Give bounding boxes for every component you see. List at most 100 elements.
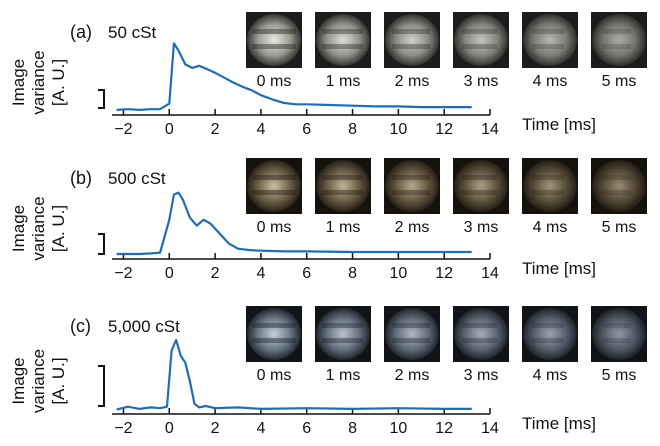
video-frame-smudge [602, 190, 631, 195]
video-frame-smudge [252, 323, 296, 328]
video-frame-smudge [602, 323, 631, 328]
x-tick-label: 6 [302, 121, 311, 138]
frame-time-label: 4 ms [533, 367, 568, 384]
video-frame-image [454, 14, 508, 66]
x-tick-label: 12 [435, 420, 453, 437]
x-tick-label: 6 [302, 265, 311, 282]
x-tick-label: −2 [114, 121, 132, 138]
video-frame-smudge [532, 338, 564, 343]
x-tick-label: 2 [211, 121, 220, 138]
x-tick-label: 10 [389, 121, 407, 138]
y-axis-label: variance [29, 50, 48, 114]
x-tick-label: 10 [389, 265, 407, 282]
video-frame-image [385, 14, 439, 66]
y-axis-label: Image [9, 59, 28, 106]
x-tick-label: 4 [256, 121, 265, 138]
video-frame-image [454, 308, 508, 360]
frame-time-label: 4 ms [533, 73, 568, 90]
video-frame-smudge [462, 338, 497, 343]
data-series-line [116, 191, 472, 256]
x-tick-label: −2 [114, 420, 132, 437]
x-tick-label: −2 [114, 265, 132, 282]
video-frame-smudge [392, 29, 430, 34]
video-frame-smudge [322, 29, 363, 34]
frame-time-label: 2 ms [395, 367, 430, 384]
scale-bracket [98, 89, 105, 109]
x-axis-title: Time [ms] [522, 259, 596, 278]
video-frame-smudge [392, 338, 430, 343]
video-frame-image [592, 14, 646, 66]
video-frame-smudge [462, 323, 497, 328]
video-frame-smudge [602, 29, 631, 34]
video-frame-image [523, 14, 577, 66]
y-axis-label-group: Image variance [A. U.] [9, 196, 68, 260]
panel-label: (c) [70, 316, 91, 336]
x-tick-label: 12 [435, 121, 453, 138]
video-frame-smudge [462, 175, 497, 180]
frame-time-label: 3 ms [464, 367, 499, 384]
frame-time-label: 4 ms [533, 219, 568, 236]
video-frame-image [316, 160, 370, 212]
scale-bracket [98, 233, 105, 255]
video-frame-image [454, 160, 508, 212]
video-frame-smudge [252, 175, 296, 180]
x-axis-title: Time [ms] [522, 414, 596, 433]
video-frame-smudge [392, 44, 430, 49]
y-axis-label: variance [29, 196, 48, 260]
video-frame-smudge [322, 190, 363, 195]
video-frame-image [592, 308, 646, 360]
x-tick-label: 8 [348, 121, 357, 138]
panel-label: (b) [70, 168, 92, 188]
video-frame-smudge [532, 175, 564, 180]
video-frame-image [316, 14, 370, 66]
video-frame-smudge [252, 29, 296, 34]
video-frame-smudge [602, 44, 631, 49]
y-axis-label: [A. U.] [49, 357, 68, 404]
video-frame-smudge [252, 190, 296, 195]
video-frame-smudge [532, 44, 564, 49]
panel-label: (a) [70, 22, 92, 42]
video-frame-image [523, 308, 577, 360]
frame-time-label: 5 ms [602, 73, 637, 90]
x-tick-label: 8 [348, 420, 357, 437]
video-frame-image [385, 308, 439, 360]
video-frame-image [592, 160, 646, 212]
x-tick-label: 2 [211, 420, 220, 437]
x-tick-label: 10 [389, 420, 407, 437]
frame-time-label: 5 ms [602, 219, 637, 236]
scale-bracket [98, 365, 105, 407]
y-axis-label-group: Image variance [A. U.] [9, 50, 68, 114]
y-axis-label: [A. U.] [49, 59, 68, 106]
video-frame-smudge [322, 323, 363, 328]
frame-time-label: 3 ms [464, 219, 499, 236]
video-frame-smudge [392, 323, 430, 328]
x-tick-label: 14 [481, 265, 499, 282]
x-tick-label: 8 [348, 265, 357, 282]
x-axis-title: Time [ms] [522, 115, 596, 134]
video-frame-smudge [462, 29, 497, 34]
panel-title: 50 cSt [108, 23, 156, 42]
y-axis-label-group: Image variance [A. U.] [9, 349, 68, 413]
video-frame-smudge [532, 190, 564, 195]
video-frame-smudge [602, 175, 631, 180]
panel-title: 500 cSt [108, 169, 166, 188]
y-axis-label: Image [9, 205, 28, 252]
video-frame-smudge [532, 323, 564, 328]
frame-time-label: 5 ms [602, 367, 637, 384]
x-tick-label: 0 [165, 121, 174, 138]
frame-time-label: 1 ms [326, 219, 361, 236]
frame-time-label: 1 ms [326, 367, 361, 384]
video-frame-smudge [252, 338, 296, 343]
video-frame-smudge [392, 190, 430, 195]
video-frame-image [316, 308, 370, 360]
x-tick-label: 0 [165, 420, 174, 437]
frame-time-label: 3 ms [464, 73, 499, 90]
y-axis-label: [A. U.] [49, 205, 68, 252]
video-frame-image [247, 308, 301, 360]
video-frame-smudge [462, 190, 497, 195]
frame-time-label: 0 ms [257, 367, 292, 384]
frame-time-label: 1 ms [326, 73, 361, 90]
x-tick-label: 14 [481, 121, 499, 138]
y-axis-label: variance [29, 349, 48, 413]
